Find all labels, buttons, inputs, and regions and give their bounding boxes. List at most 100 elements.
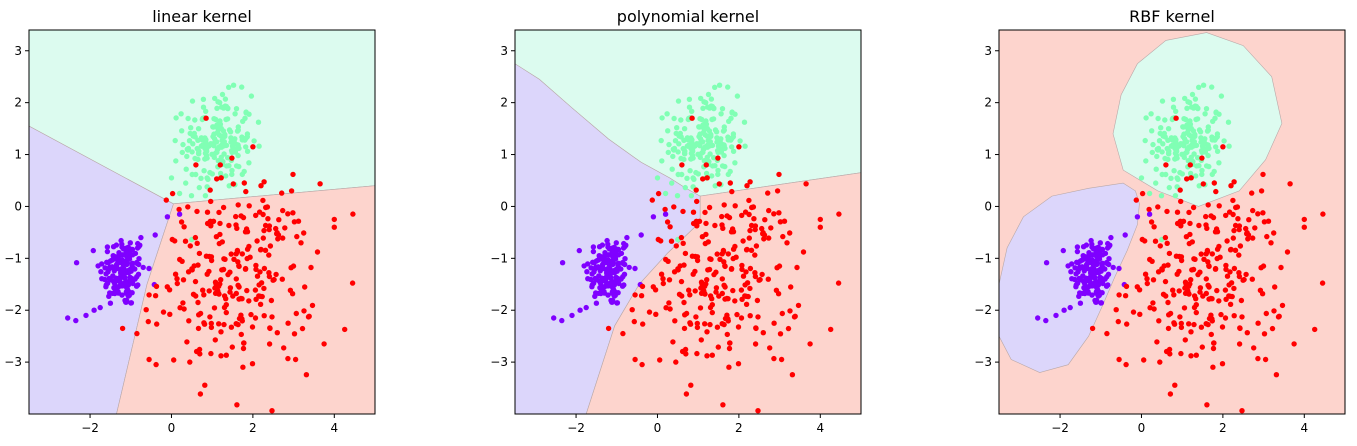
- scatter-point-red: [1181, 305, 1188, 311]
- scatter-point-red: [253, 296, 259, 302]
- scatter-point-green: [682, 151, 688, 157]
- scatter-point-purple: [609, 249, 615, 255]
- scatter-point-red: [751, 216, 757, 222]
- scatter-point-purple: [176, 211, 183, 217]
- scatter-point-green: [178, 111, 184, 117]
- scatter-point-purple: [1079, 264, 1086, 270]
- scatter-point-red: [260, 197, 266, 204]
- scatter-point-red: [203, 115, 209, 121]
- scatter-point-red: [1171, 292, 1177, 298]
- scatter-point-red: [1216, 298, 1222, 304]
- scatter-point-red: [650, 284, 656, 290]
- scatter-point-red: [1213, 188, 1219, 195]
- scatter-point-red: [1237, 325, 1243, 331]
- scatter-point-red: [1264, 233, 1270, 240]
- scatter-point-green: [670, 153, 676, 160]
- scatter-point-purple: [638, 232, 644, 238]
- scatter-point-green: [669, 180, 675, 186]
- scatter-point-red: [1170, 287, 1176, 293]
- scatter-point-red: [1166, 250, 1173, 257]
- scatter-point-red: [657, 357, 663, 363]
- scatter-point-red: [646, 309, 653, 315]
- scatter-point-green: [215, 99, 221, 105]
- scatter-point-green: [672, 138, 679, 144]
- scatter-point-red: [1268, 240, 1274, 246]
- scatter-point-green: [666, 141, 672, 148]
- scatter-point-purple: [113, 278, 119, 284]
- scatter-point-purple: [621, 271, 628, 277]
- scatter-point-red: [1186, 321, 1192, 327]
- scatter-point-green: [707, 139, 713, 145]
- scatter-point-red: [214, 176, 220, 182]
- scatter-point-red: [713, 285, 720, 291]
- scatter-point-purple: [1061, 307, 1067, 313]
- scatter-point-green: [686, 96, 693, 103]
- scatter-point-red: [1255, 320, 1261, 326]
- scatter-point-purple: [110, 244, 117, 250]
- scatter-point-red: [1258, 265, 1264, 271]
- scatter-point-red: [1301, 224, 1308, 230]
- scatter-point-red: [774, 265, 780, 271]
- scatter-point-green: [1201, 138, 1207, 145]
- scatter-point-green: [699, 150, 705, 156]
- scatter-point-purple: [118, 270, 124, 277]
- scatter-point-red: [771, 211, 777, 217]
- scatter-point-green: [248, 93, 255, 99]
- scatter-point-green: [1156, 138, 1163, 144]
- scatter-point-red: [219, 239, 225, 245]
- scatter-point-green: [189, 149, 195, 155]
- scatter-point-green: [725, 84, 731, 90]
- scatter-point-red: [249, 324, 256, 330]
- scatter-point-green: [1181, 136, 1188, 142]
- scatter-point-red: [260, 235, 266, 241]
- scatter-point-green: [674, 193, 681, 199]
- scatter-point-red: [1122, 293, 1129, 299]
- scatter-point-red: [1176, 288, 1182, 294]
- scatter-point-red: [179, 258, 185, 264]
- y-tick-label: 1: [14, 148, 22, 162]
- scatter-point-green: [1178, 141, 1184, 147]
- axes-frame: [514, 29, 862, 415]
- scatter-point-red: [1142, 271, 1149, 277]
- scatter-point-red: [1301, 216, 1308, 223]
- scatter-point-red: [221, 321, 227, 328]
- scatter-point-red: [1228, 183, 1234, 189]
- scatter-point-red: [252, 287, 259, 293]
- scatter-point-green: [711, 155, 717, 161]
- scatter-point-red: [771, 355, 777, 362]
- scatter-point-red: [668, 238, 675, 244]
- scatter-point-red: [134, 330, 140, 337]
- scatter-point-red: [321, 341, 327, 347]
- y-tick-label: −3: [4, 355, 22, 369]
- scatter-point-red: [154, 321, 160, 327]
- scatter-point-purple: [551, 315, 557, 321]
- scatter-point-red: [662, 206, 668, 213]
- scatter-point-red: [675, 266, 681, 272]
- scatter-point-green: [204, 175, 210, 181]
- scatter-point-purple: [130, 280, 136, 287]
- scatter-point-red: [1178, 320, 1185, 327]
- scatter-point-green: [1195, 155, 1201, 161]
- scatter-point-red: [743, 269, 749, 275]
- scatter-point-green: [1143, 115, 1149, 121]
- scatter-point-red: [350, 211, 356, 217]
- scatter-point-green: [1183, 150, 1189, 156]
- scatter-point-purple: [612, 292, 618, 298]
- scatter-point-red: [629, 307, 635, 313]
- scatter-point-red: [145, 318, 151, 325]
- scatter-point-green: [1188, 144, 1195, 150]
- scatter-point-purple: [1035, 315, 1041, 321]
- scatter-point-red: [789, 372, 796, 378]
- y-tick-label: −2: [4, 303, 22, 317]
- scatter-point-purple: [104, 244, 111, 250]
- scatter-point-red: [1231, 313, 1237, 319]
- scatter-point-red: [1139, 190, 1146, 197]
- scatter-point-red: [1216, 203, 1222, 209]
- scatter-point-red: [254, 273, 261, 279]
- scatter-point-red: [1209, 296, 1215, 302]
- scatter-point-purple: [1110, 264, 1116, 271]
- scatter-point-green: [189, 98, 196, 104]
- scatter-point-red: [1156, 318, 1162, 324]
- scatter-point-green: [208, 141, 214, 147]
